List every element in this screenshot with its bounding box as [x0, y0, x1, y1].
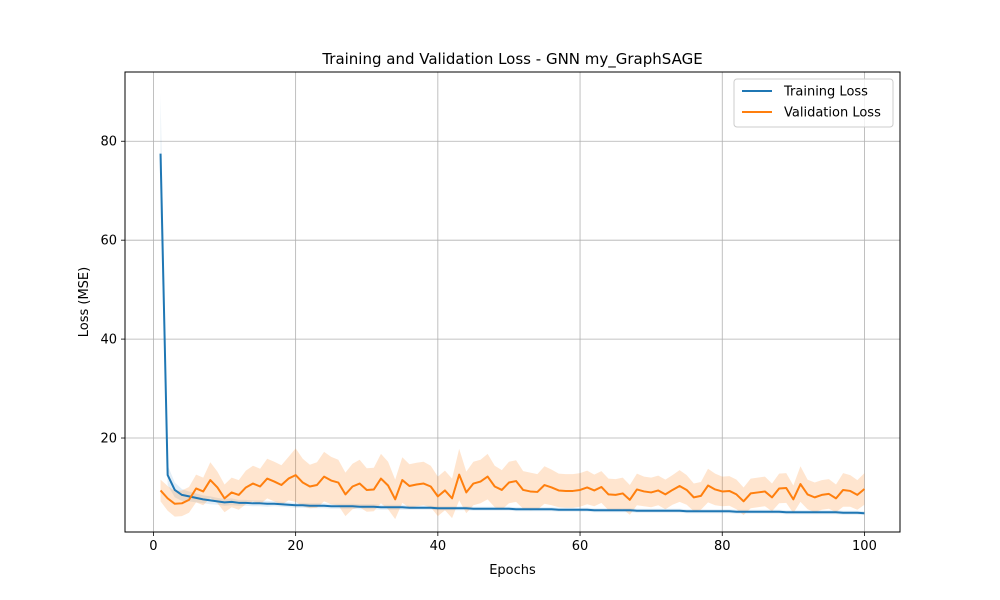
x-tick-label: 0	[149, 539, 157, 554]
grid	[125, 72, 900, 532]
validation-loss-band	[160, 448, 865, 520]
x-axis-ticks: 0 20 40 60 80 100	[149, 532, 877, 554]
y-tick-label: 60	[100, 234, 117, 249]
legend-label-validation: Validation Loss	[784, 106, 881, 121]
x-tick-label: 20	[287, 539, 304, 554]
x-tick-label: 80	[714, 539, 731, 554]
training-loss-line	[159, 153, 865, 515]
y-tick-label: 40	[100, 333, 117, 348]
y-tick-label: 80	[100, 135, 117, 150]
validation-loss-line	[159, 473, 866, 505]
x-tick-label: 40	[430, 539, 447, 554]
series-lines	[159, 153, 866, 515]
x-tick-label: 100	[852, 539, 877, 554]
x-axis-label: Epochs	[489, 563, 536, 578]
chart-title: Training and Validation Loss - GNN my_Gr…	[321, 50, 702, 69]
x-tick-label: 60	[572, 539, 589, 554]
legend-box	[733, 78, 894, 128]
confidence-bands	[160, 94, 865, 520]
legend-label-training: Training Loss	[783, 85, 868, 100]
legend: Training Loss Validation Loss	[733, 78, 894, 128]
plot-frame	[124, 71, 901, 533]
y-axis-label: Loss (MSE)	[77, 267, 92, 337]
y-axis-ticks: 20 40 60 80	[100, 135, 125, 447]
y-tick-label: 20	[100, 432, 117, 447]
